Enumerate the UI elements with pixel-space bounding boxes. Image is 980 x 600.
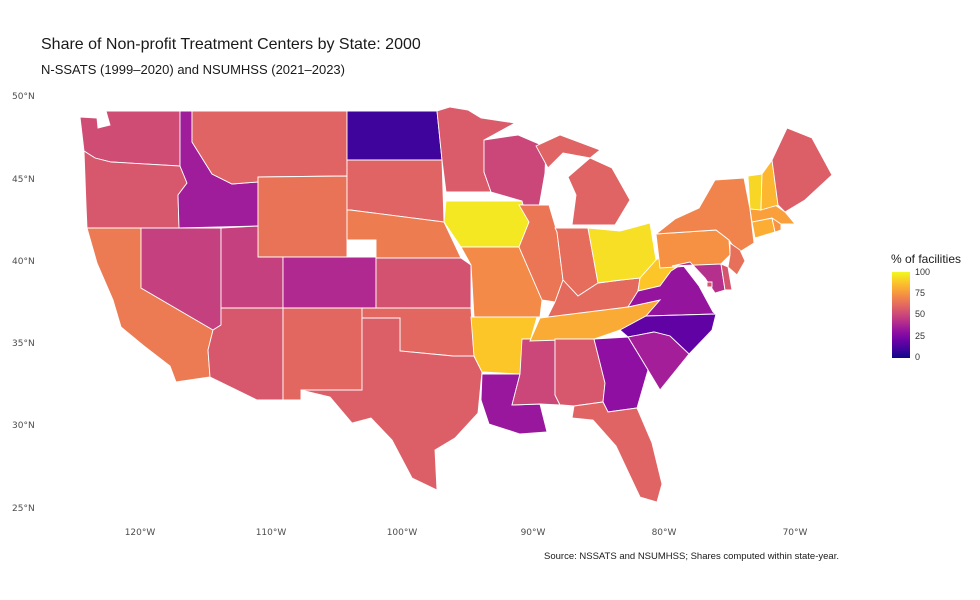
- lat-label-30: 30°N: [12, 421, 35, 431]
- state-district-of-columbia: [706, 281, 713, 288]
- state-vermont: [747, 173, 763, 211]
- lon-label-70: 70°W: [783, 528, 808, 538]
- state-new-jersey: [727, 242, 746, 276]
- state-maine: [771, 127, 833, 213]
- lat-label-35: 35°N: [12, 339, 35, 349]
- state-kansas: [375, 257, 472, 309]
- state-north-dakota: [346, 110, 443, 161]
- longitude-labels: 120°W 110°W 100°W 90°W 80°W 70°W: [125, 528, 808, 538]
- map-subtitle: N-SSATS (1999–2020) and NSUMHSS (2021–20…: [41, 62, 345, 77]
- lon-label-110: 110°W: [256, 528, 287, 538]
- state-illinois: [518, 204, 564, 303]
- legend-tick-50: 50: [915, 309, 926, 319]
- legend-tick-0: 0: [915, 352, 921, 362]
- state-wyoming: [257, 175, 348, 258]
- legend-tick-25: 25: [915, 331, 926, 341]
- state-delaware: [720, 263, 733, 291]
- source-caption: Source: NSSATS and NSUMHSS; Shares compu…: [544, 551, 839, 562]
- latitude-labels: 50°N 45°N 40°N 35°N 30°N 25°N: [12, 92, 35, 514]
- lon-label-100: 100°W: [387, 528, 418, 538]
- legend-title: % of facilities: [891, 252, 962, 266]
- state-texas: [300, 317, 483, 491]
- lon-label-90: 90°W: [521, 528, 546, 538]
- lat-label-40: 40°N: [12, 257, 35, 267]
- state-shapes: [79, 106, 833, 503]
- lat-label-45: 45°N: [12, 175, 35, 185]
- legend-color-bar: [892, 272, 910, 358]
- state-new-mexico: [282, 307, 363, 401]
- state-florida: [571, 401, 663, 503]
- state-iowa: [443, 200, 530, 248]
- state-montana: [191, 110, 348, 185]
- lon-label-80: 80°W: [652, 528, 677, 538]
- lat-label-25: 25°N: [12, 504, 35, 514]
- state-michigan: [535, 134, 631, 226]
- legend-tick-100: 100: [915, 267, 931, 277]
- legend-tick-75: 75: [915, 288, 926, 298]
- state-pennsylvania: [655, 229, 731, 269]
- state-colorado: [282, 256, 377, 309]
- state-virginia: [627, 263, 718, 317]
- map-title: Share of Non-profit Treatment Centers by…: [41, 36, 421, 53]
- lon-label-120: 120°W: [125, 528, 156, 538]
- lat-label-50: 50°N: [12, 92, 35, 102]
